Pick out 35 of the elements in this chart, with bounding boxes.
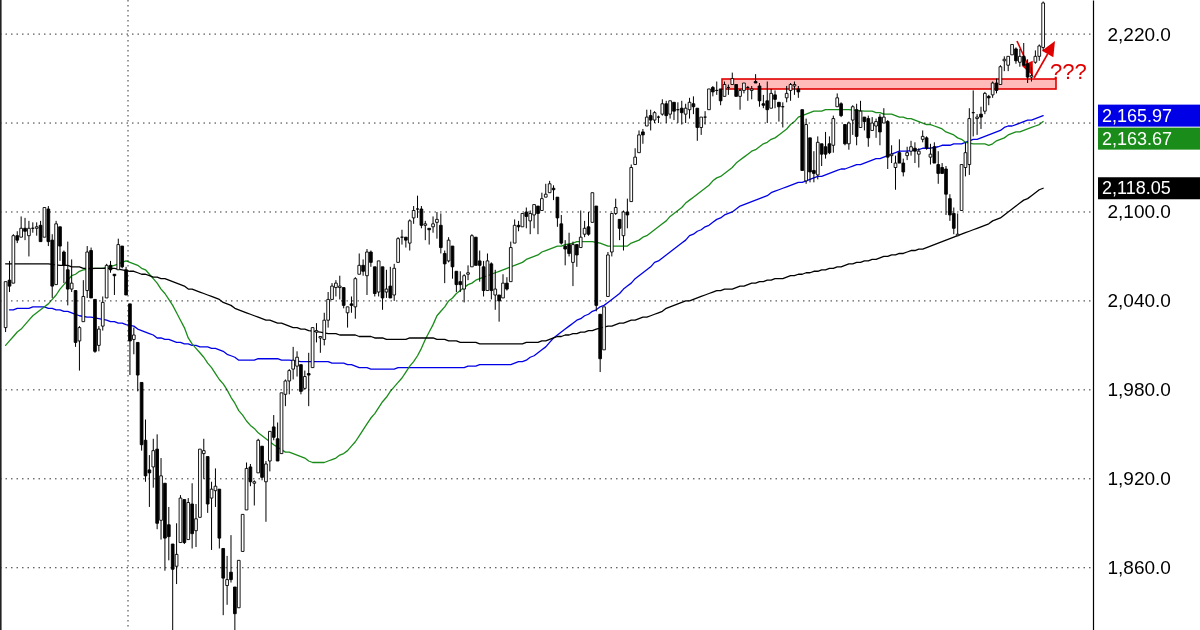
candlestick: [384, 269, 389, 299]
y-tick-label: 2,220.0: [1107, 23, 1171, 45]
candlestick: [112, 273, 117, 296]
candlestick: [559, 214, 564, 246]
candlestick: [458, 270, 463, 293]
y-tick-label: 1,860.0: [1107, 557, 1171, 579]
candlestick: [512, 218, 517, 244]
candlestick: [120, 245, 124, 269]
candlestick: [621, 209, 626, 252]
candlestick: [27, 220, 31, 257]
y-tick-label: 1,920.0: [1107, 468, 1171, 490]
candlestick: [913, 141, 917, 164]
candlestick: [23, 217, 27, 241]
candlestick: [334, 279, 338, 297]
y-tick-label: 2,040.0: [1107, 290, 1171, 312]
candlestick: [69, 258, 74, 293]
candlestick: [637, 129, 641, 154]
candlestick: [454, 270, 459, 293]
text: ???: [1050, 59, 1087, 84]
line-series: [8, 114, 1044, 370]
candlestick: [563, 239, 567, 266]
text: 2,118.05: [1102, 178, 1171, 199]
text: 2,165.97: [1102, 105, 1173, 126]
y-tick-label: 1,980.0: [1107, 379, 1171, 401]
candlestick: [773, 89, 777, 109]
candlestick: [843, 124, 847, 146]
candlestick: [357, 252, 362, 275]
candlestick: [707, 88, 711, 111]
candlestick: [874, 118, 878, 139]
candlestick: [878, 113, 882, 146]
y-tick-label: 2,100.0: [1107, 201, 1171, 223]
text: 2,163.67: [1102, 128, 1173, 149]
candlestick: [365, 248, 369, 296]
candlestick: [446, 236, 451, 263]
candlestick: [932, 141, 937, 164]
